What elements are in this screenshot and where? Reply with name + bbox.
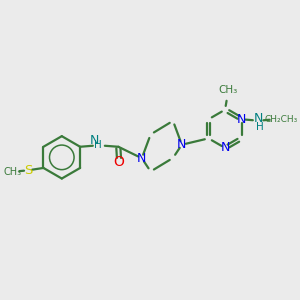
Text: N: N [237, 113, 246, 126]
Text: N: N [90, 134, 100, 147]
Text: O: O [113, 155, 124, 169]
Text: S: S [24, 164, 32, 177]
Text: CH₃: CH₃ [218, 85, 238, 95]
Text: N: N [220, 141, 230, 154]
Text: H: H [94, 140, 102, 150]
Text: N: N [177, 138, 187, 151]
Text: CH₃: CH₃ [4, 167, 22, 177]
Text: H: H [256, 122, 264, 132]
Text: N: N [137, 152, 146, 165]
Text: N: N [254, 112, 263, 125]
Text: CH₂CH₃: CH₂CH₃ [265, 115, 298, 124]
